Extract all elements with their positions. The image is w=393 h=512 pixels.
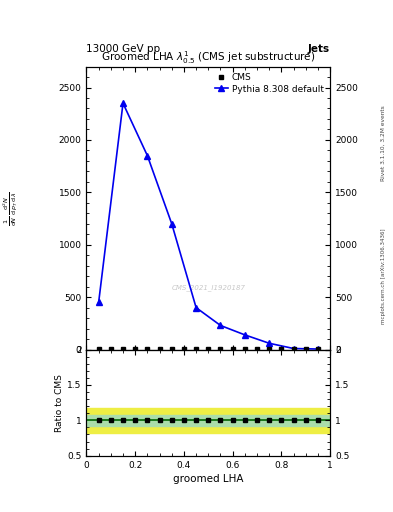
Line: Pythia 8.308 default: Pythia 8.308 default: [96, 100, 321, 352]
Pythia 8.308 default: [218, 323, 223, 329]
CMS: [182, 346, 186, 352]
CMS: [206, 346, 211, 352]
Pythia 8.308 default: [242, 332, 247, 338]
Legend: CMS, Pythia 8.308 default: CMS, Pythia 8.308 default: [213, 71, 326, 95]
CMS: [218, 346, 223, 352]
Pythia 8.308 default: [316, 346, 320, 352]
Bar: [86, 408, 330, 433]
Text: Rivet 3.1.10, 3.2M events: Rivet 3.1.10, 3.2M events: [381, 105, 386, 181]
Text: Jets: Jets: [308, 44, 330, 54]
CMS: [316, 346, 320, 352]
CMS: [145, 346, 150, 352]
CMS: [169, 346, 174, 352]
Text: mcplots.cern.ch [arXiv:1306.3436]: mcplots.cern.ch [arXiv:1306.3436]: [381, 229, 386, 324]
Line: CMS: CMS: [97, 347, 320, 351]
CMS: [267, 346, 272, 352]
Title: Groomed LHA $\lambda^{1}_{0.5}$ (CMS jet substructure): Groomed LHA $\lambda^{1}_{0.5}$ (CMS jet…: [101, 49, 316, 66]
CMS: [157, 346, 162, 352]
Bar: [86, 415, 330, 426]
Text: CMS_2021_I1920187: CMS_2021_I1920187: [171, 284, 245, 291]
Pythia 8.308 default: [121, 100, 125, 106]
CMS: [279, 346, 284, 352]
CMS: [255, 346, 259, 352]
Text: 13000 GeV pp: 13000 GeV pp: [86, 44, 161, 54]
Pythia 8.308 default: [169, 221, 174, 227]
CMS: [194, 346, 198, 352]
CMS: [303, 346, 308, 352]
CMS: [291, 346, 296, 352]
Y-axis label: $\frac{1}{\mathrm{d}N}\,\frac{\mathrm{d}^{2}N}{\mathrm{d}\,p_{T}\,\mathrm{d}\,\l: $\frac{1}{\mathrm{d}N}\,\frac{\mathrm{d}…: [2, 190, 20, 226]
Y-axis label: Ratio to CMS: Ratio to CMS: [55, 374, 64, 432]
CMS: [133, 346, 138, 352]
X-axis label: groomed LHA: groomed LHA: [173, 474, 244, 484]
CMS: [242, 346, 247, 352]
Pythia 8.308 default: [145, 153, 150, 159]
CMS: [96, 346, 101, 352]
Pythia 8.308 default: [96, 300, 101, 306]
Pythia 8.308 default: [291, 346, 296, 352]
Pythia 8.308 default: [267, 340, 272, 346]
CMS: [230, 346, 235, 352]
Pythia 8.308 default: [194, 305, 198, 311]
CMS: [121, 346, 125, 352]
CMS: [108, 346, 113, 352]
